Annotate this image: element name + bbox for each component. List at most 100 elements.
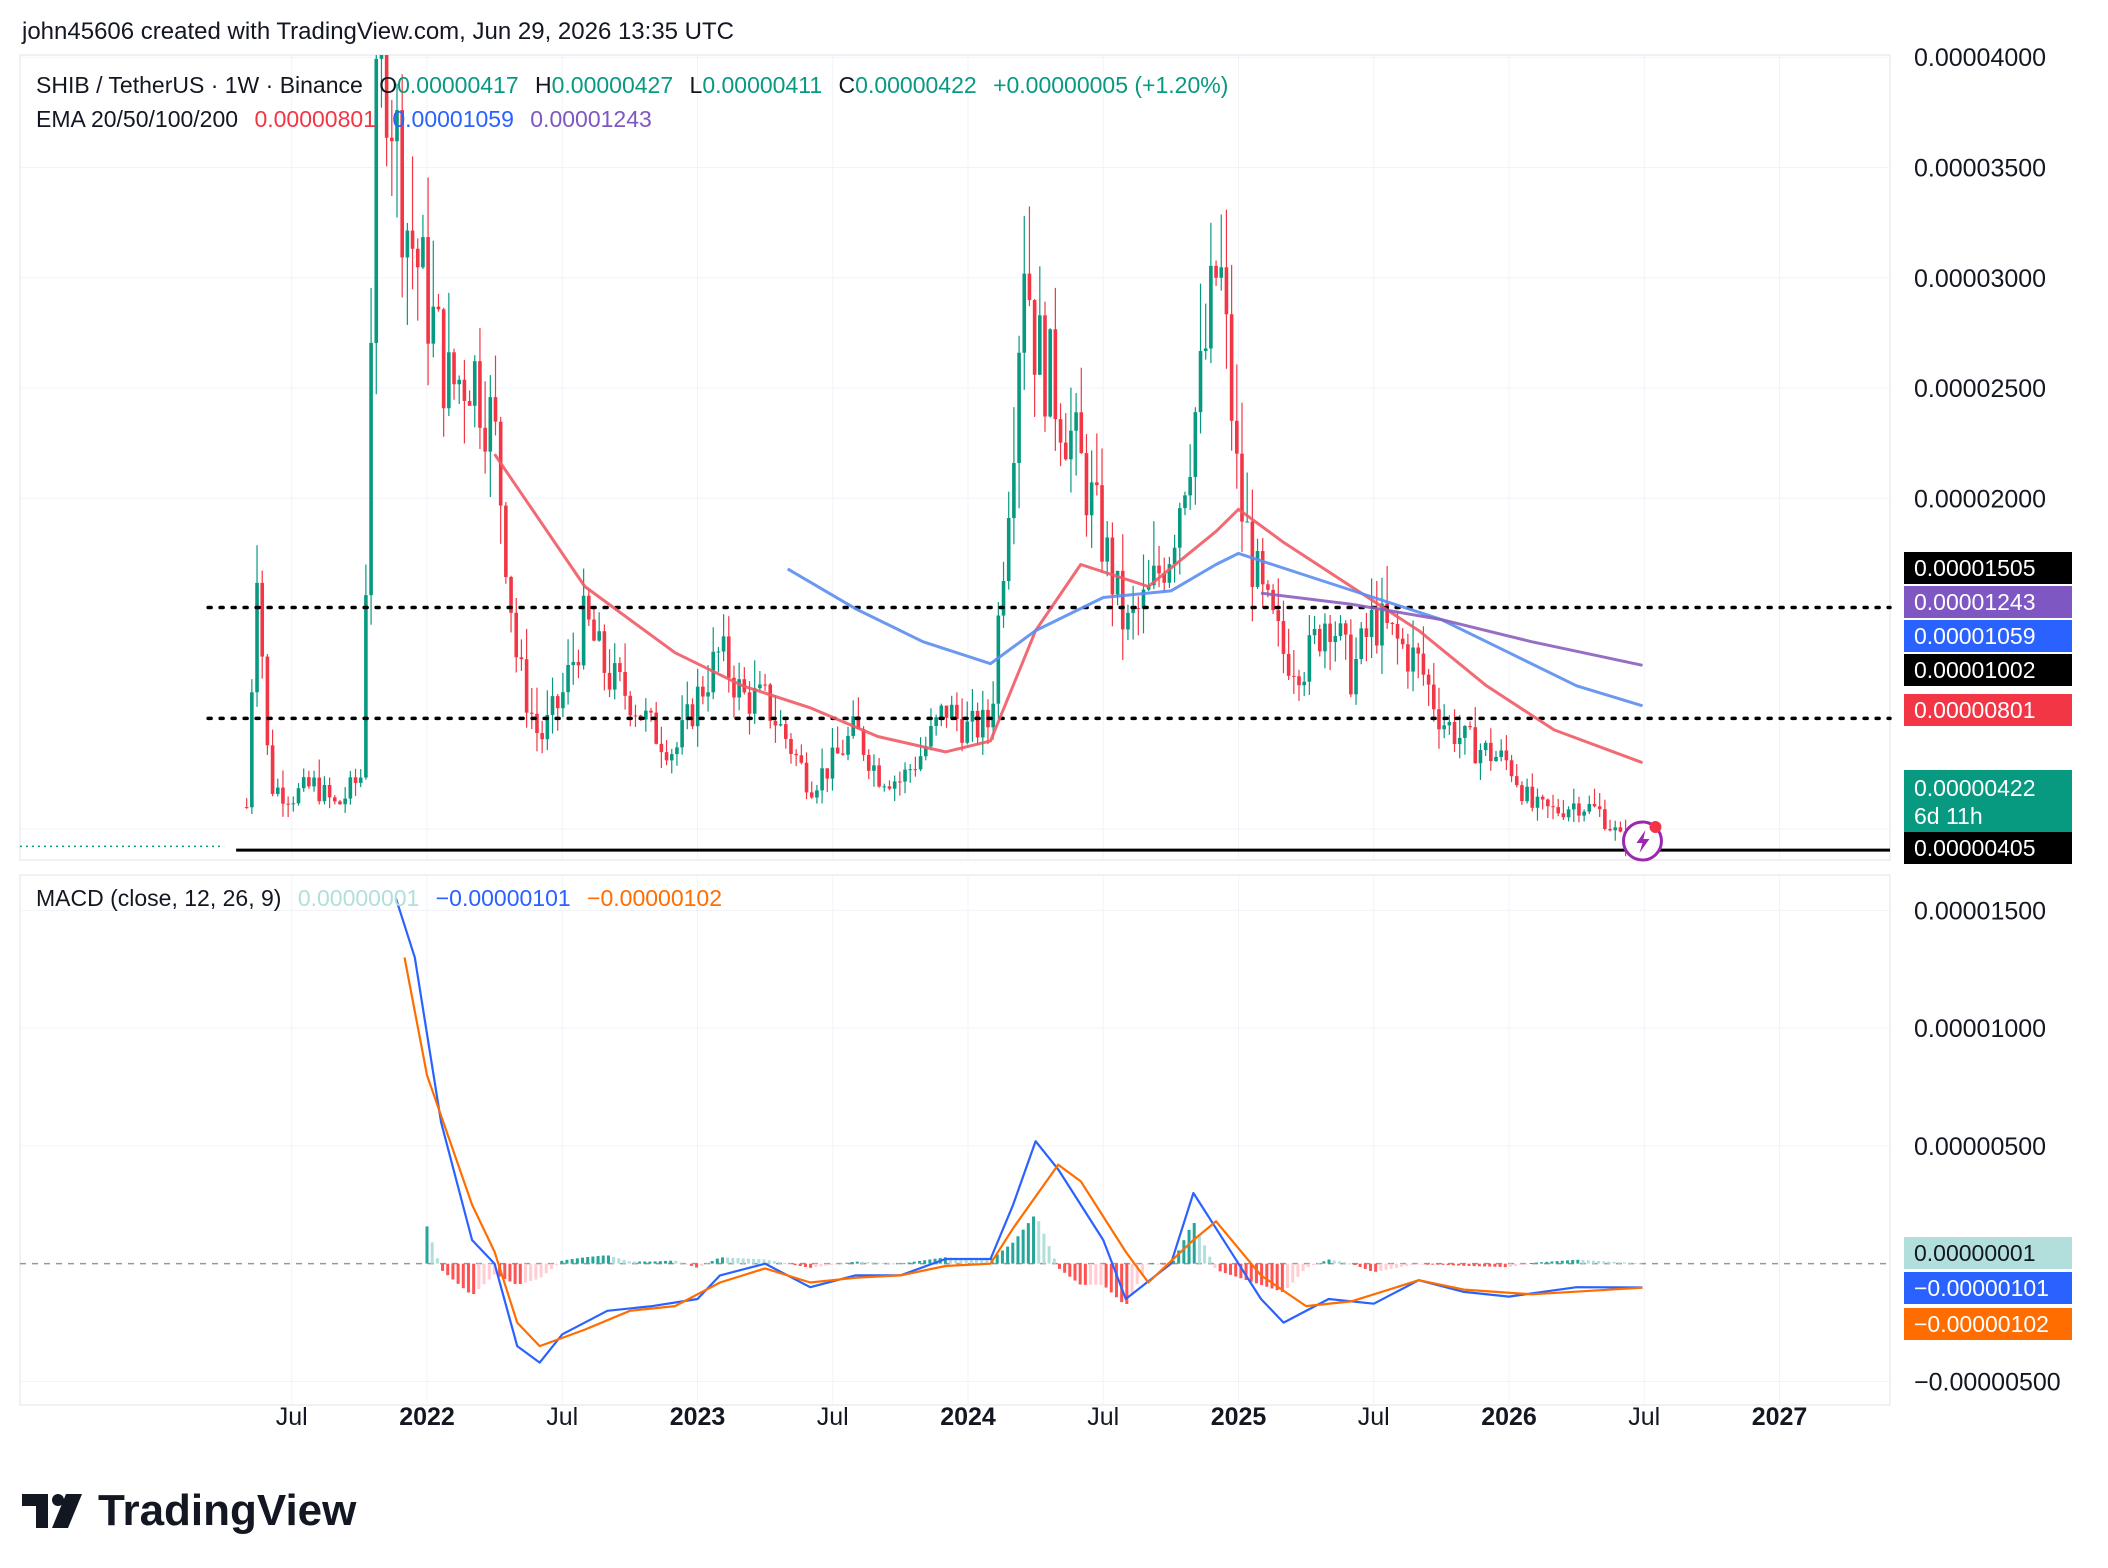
candle (1219, 214, 1224, 291)
y-tick-label: 0.00000500 (1914, 1133, 2046, 1161)
candle-body (1198, 351, 1203, 413)
candle-body (1411, 647, 1415, 672)
macd-histogram-bar (575, 1258, 579, 1264)
candle (1198, 283, 1203, 434)
macd-histogram-bar (866, 1262, 870, 1264)
candle-body (1317, 629, 1322, 652)
macd-histogram-bar (871, 1262, 875, 1264)
candle (1255, 538, 1260, 590)
ema-label[interactable]: EMA 20/50/100/200 (36, 106, 239, 132)
badge-level-405: 0.00000405 (1904, 832, 2072, 864)
candle (1105, 521, 1110, 577)
candle (970, 688, 975, 742)
candle (975, 702, 980, 746)
candle-body (1540, 796, 1545, 800)
candle-body (949, 704, 954, 718)
candle (1095, 433, 1099, 496)
macd-histogram-bar (513, 1263, 517, 1284)
macd-histogram-bar (472, 1263, 476, 1294)
candle-body (426, 237, 430, 344)
macd-histogram-bar (788, 1263, 792, 1265)
candle-body (1494, 757, 1498, 762)
tradingview-logo[interactable]: TradingView (22, 1486, 356, 1536)
candle (747, 681, 752, 735)
macd-histogram-bar (1197, 1234, 1201, 1264)
candle (1504, 735, 1509, 771)
candle (1276, 578, 1281, 647)
candle-body (804, 762, 809, 793)
macd-histogram-bar (980, 1259, 984, 1264)
candle (856, 697, 861, 730)
candle-body (644, 710, 648, 720)
candle (778, 710, 783, 727)
macd-label[interactable]: MACD (close, 12, 26, 9) (36, 885, 282, 911)
macd-histogram-bar (606, 1255, 610, 1264)
candle-body (524, 659, 529, 713)
candle (1245, 472, 1249, 523)
macd-histogram-bar (881, 1262, 885, 1264)
candle (737, 662, 741, 711)
candle-body (322, 784, 327, 802)
symbol-label[interactable]: SHIB / TetherUS · 1W · Binance (36, 72, 363, 98)
candle (478, 328, 482, 449)
candle-body (841, 753, 845, 755)
candle (1012, 407, 1016, 545)
candle (1302, 672, 1306, 697)
candle-body (820, 768, 824, 791)
candle-body (312, 777, 316, 787)
macd-histogram-bar (1368, 1263, 1372, 1271)
candle-body (1209, 265, 1213, 349)
macd-histogram-bar (752, 1258, 756, 1264)
candle-body (483, 427, 487, 452)
macd-histogram-bar (1622, 1262, 1626, 1264)
candle (1032, 299, 1037, 417)
candle-body (747, 692, 752, 714)
macd-histogram-bar (1011, 1242, 1015, 1264)
macd-histogram-bar (1420, 1263, 1424, 1265)
candle-body (1266, 584, 1270, 590)
candle (1317, 624, 1322, 657)
candle-body (452, 352, 456, 385)
candle-body (1193, 412, 1198, 477)
macd-histogram-bar (1151, 1263, 1155, 1265)
candle (685, 681, 690, 730)
lightning-icon (1636, 830, 1650, 853)
y-tick-label: 0.00002500 (1914, 375, 2046, 403)
candle (358, 769, 363, 788)
macd-histogram-bar (1472, 1263, 1476, 1267)
candle-body (447, 352, 451, 409)
candle (410, 156, 415, 290)
candle-body (1525, 786, 1529, 802)
candle (866, 749, 871, 780)
candle (270, 729, 275, 797)
candle-body (431, 306, 436, 344)
macd-histogram-bar (1254, 1263, 1258, 1284)
candle-body (1084, 453, 1089, 516)
candle (633, 704, 638, 727)
candle (1167, 556, 1172, 589)
candle (1079, 367, 1084, 454)
candle-body (685, 704, 690, 721)
candle (519, 639, 524, 671)
candle-body (1100, 485, 1104, 562)
candle (835, 726, 840, 754)
candle (690, 698, 695, 730)
candle (1530, 773, 1535, 812)
macd-histogram-bar (1612, 1261, 1616, 1264)
candle-body (1478, 750, 1483, 764)
candle (286, 796, 290, 818)
candle-body (752, 688, 757, 714)
macd-histogram-bar (1063, 1263, 1067, 1273)
y-tick-label: 0.00002000 (1914, 485, 2046, 513)
candle-body (1053, 329, 1058, 420)
candle-body (1395, 623, 1400, 639)
candle (509, 575, 513, 633)
candle (291, 796, 296, 812)
candle-body (1172, 547, 1177, 565)
macd-histogram-bar (638, 1261, 642, 1264)
candle-body (866, 754, 871, 771)
candle-body (1587, 803, 1592, 812)
candle (1442, 704, 1446, 739)
macd-histogram-bar (1296, 1263, 1300, 1277)
